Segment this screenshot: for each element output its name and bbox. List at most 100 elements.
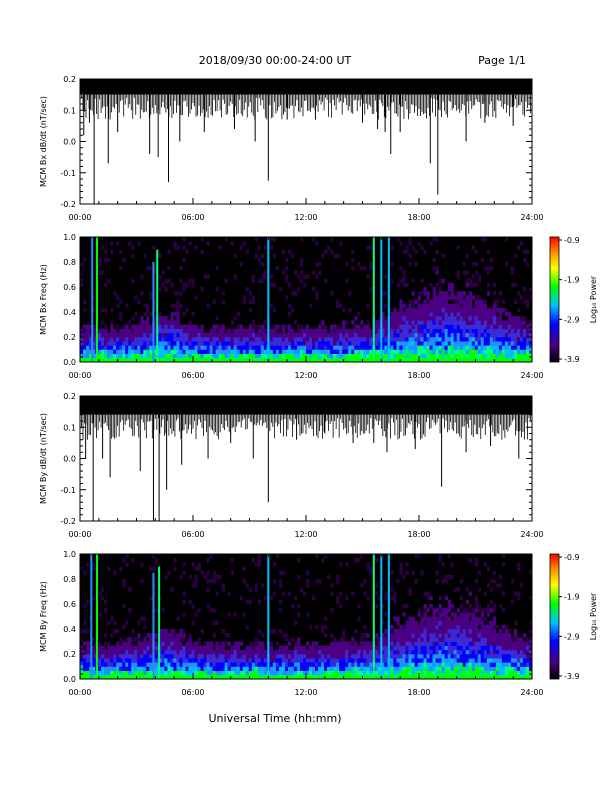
spectrogram-cell: [459, 595, 463, 601]
spectrogram-cell: [203, 645, 207, 651]
spectrogram-cell: [432, 616, 436, 621]
spectrogram-cell: [396, 658, 400, 663]
spectrogram-cell: [140, 291, 144, 296]
spectrogram-cell: [330, 249, 334, 254]
spectrogram-cell: [339, 591, 343, 596]
spectrogram-cell: [492, 658, 497, 663]
spectrogram-cell: [480, 257, 485, 263]
spectrogram-cell: [116, 629, 120, 634]
spectrogram-cell: [360, 662, 364, 667]
spectrogram-cell: [384, 591, 388, 596]
spectrogram-cell: [182, 332, 186, 338]
spectrogram-cell: [462, 345, 467, 350]
spectrogram-cell: [188, 345, 192, 350]
spectrogram-cell: [474, 662, 479, 667]
spectrogram-cell: [513, 337, 518, 342]
spectrogram-cell: [474, 558, 479, 563]
spectrogram-cell: [465, 349, 470, 354]
spectrogram-cell: [107, 641, 111, 646]
spectrogram-cell: [257, 662, 262, 667]
spectrogram-cell: [444, 303, 448, 309]
spectrogram-cell: [233, 274, 237, 279]
spectrogram-cell: [513, 282, 518, 288]
spectrogram-cell: [408, 666, 412, 671]
spectrogram-cell: [429, 316, 433, 321]
spectrogram-cell: [200, 249, 204, 254]
spectrogram-cell: [236, 662, 241, 667]
y-tick-label: 0.1: [63, 106, 76, 115]
spectrogram-cell: [182, 629, 186, 634]
spectrogram-cell: [459, 670, 463, 676]
spectrogram-cell: [281, 324, 286, 329]
spectrogram-cell: [254, 353, 259, 359]
spectrogram-cell: [381, 645, 385, 651]
spectrogram-cell: [330, 353, 334, 359]
spectrogram-cell: [257, 353, 262, 359]
spectrogram-cell: [363, 649, 367, 655]
spectrogram-cell: [107, 658, 111, 663]
spectrogram-cell: [465, 608, 470, 613]
spectrogram-cell: [402, 658, 406, 663]
spectrogram-cell: [465, 337, 470, 342]
spectrogram-cell: [119, 666, 123, 671]
spectrogram-cell: [218, 662, 222, 667]
spectrogram-cell: [260, 349, 265, 354]
spectrogram-cell: [83, 641, 87, 646]
spectrogram-cell: [194, 670, 198, 676]
spectrogram-cell: [441, 349, 445, 354]
spectrogram-cell: [263, 349, 268, 354]
spectrogram-cell: [420, 349, 424, 354]
spectrogram-cell: [278, 337, 283, 342]
spectrogram-cell: [101, 595, 105, 601]
spectrogram-cell: [182, 637, 186, 642]
spectrogram-cell: [516, 654, 521, 659]
spectrogram-cell: [438, 662, 442, 667]
spectrogram-cell: [299, 270, 304, 275]
spectrogram-cell: [134, 654, 138, 659]
spectrogram-cell: [236, 666, 241, 671]
spectrogram-cell: [357, 353, 361, 359]
spectrogram-cell: [453, 654, 457, 659]
spectrogram-cell: [423, 654, 427, 659]
spectrogram-cell: [435, 324, 439, 329]
spectrogram-cell: [375, 666, 379, 671]
spectrogram-cell: [483, 332, 488, 338]
spectrogram-cell: [519, 662, 524, 667]
spectrogram-cell: [233, 666, 237, 671]
spectrogram-cell: [366, 341, 370, 346]
spectrogram-cell: [456, 345, 460, 350]
spectrogram-cell: [474, 316, 479, 321]
spectrogram-cell: [176, 316, 180, 321]
spectrogram-cell: [342, 324, 346, 329]
spectrogram-cell: [492, 633, 497, 638]
spectrogram-cell: [209, 654, 213, 659]
spectrogram-cell: [501, 637, 506, 642]
spectrogram-cell: [465, 645, 470, 651]
page-number: Page 1/1: [478, 54, 526, 67]
spectrogram-cell: [206, 341, 210, 346]
spectrogram-cell: [450, 574, 454, 580]
spectrogram-cell: [483, 320, 488, 325]
spectrogram-cell: [363, 337, 367, 342]
spectrogram-cell: [429, 328, 433, 334]
spectrogram-cell: [83, 654, 87, 659]
spectrogram-cell: [447, 574, 451, 580]
spectrogram-cell: [417, 295, 421, 300]
spectrogram-cell: [312, 328, 316, 334]
spectrogram-cell: [402, 624, 406, 630]
spectrogram-cell: [293, 341, 298, 346]
spectrogram-cell: [263, 353, 268, 359]
spectrogram-cell: [465, 324, 470, 329]
spectrogram-cell: [224, 332, 228, 338]
y-axis-label: MCM Bx dB/dt (nT/sec): [39, 96, 48, 187]
x-tick-label: 24:00: [520, 688, 543, 697]
spectrogram-cell: [453, 324, 457, 329]
spectrogram-cell: [188, 320, 192, 325]
spectrogram-cell: [432, 624, 436, 630]
spectrogram-cell: [215, 341, 219, 346]
spectrogram-cell: [471, 349, 476, 354]
spectrogram-cell: [441, 299, 445, 304]
spectrogram-cell: [429, 620, 433, 626]
spectrogram-cell: [248, 328, 253, 334]
spectrogram-cell: [447, 658, 451, 663]
